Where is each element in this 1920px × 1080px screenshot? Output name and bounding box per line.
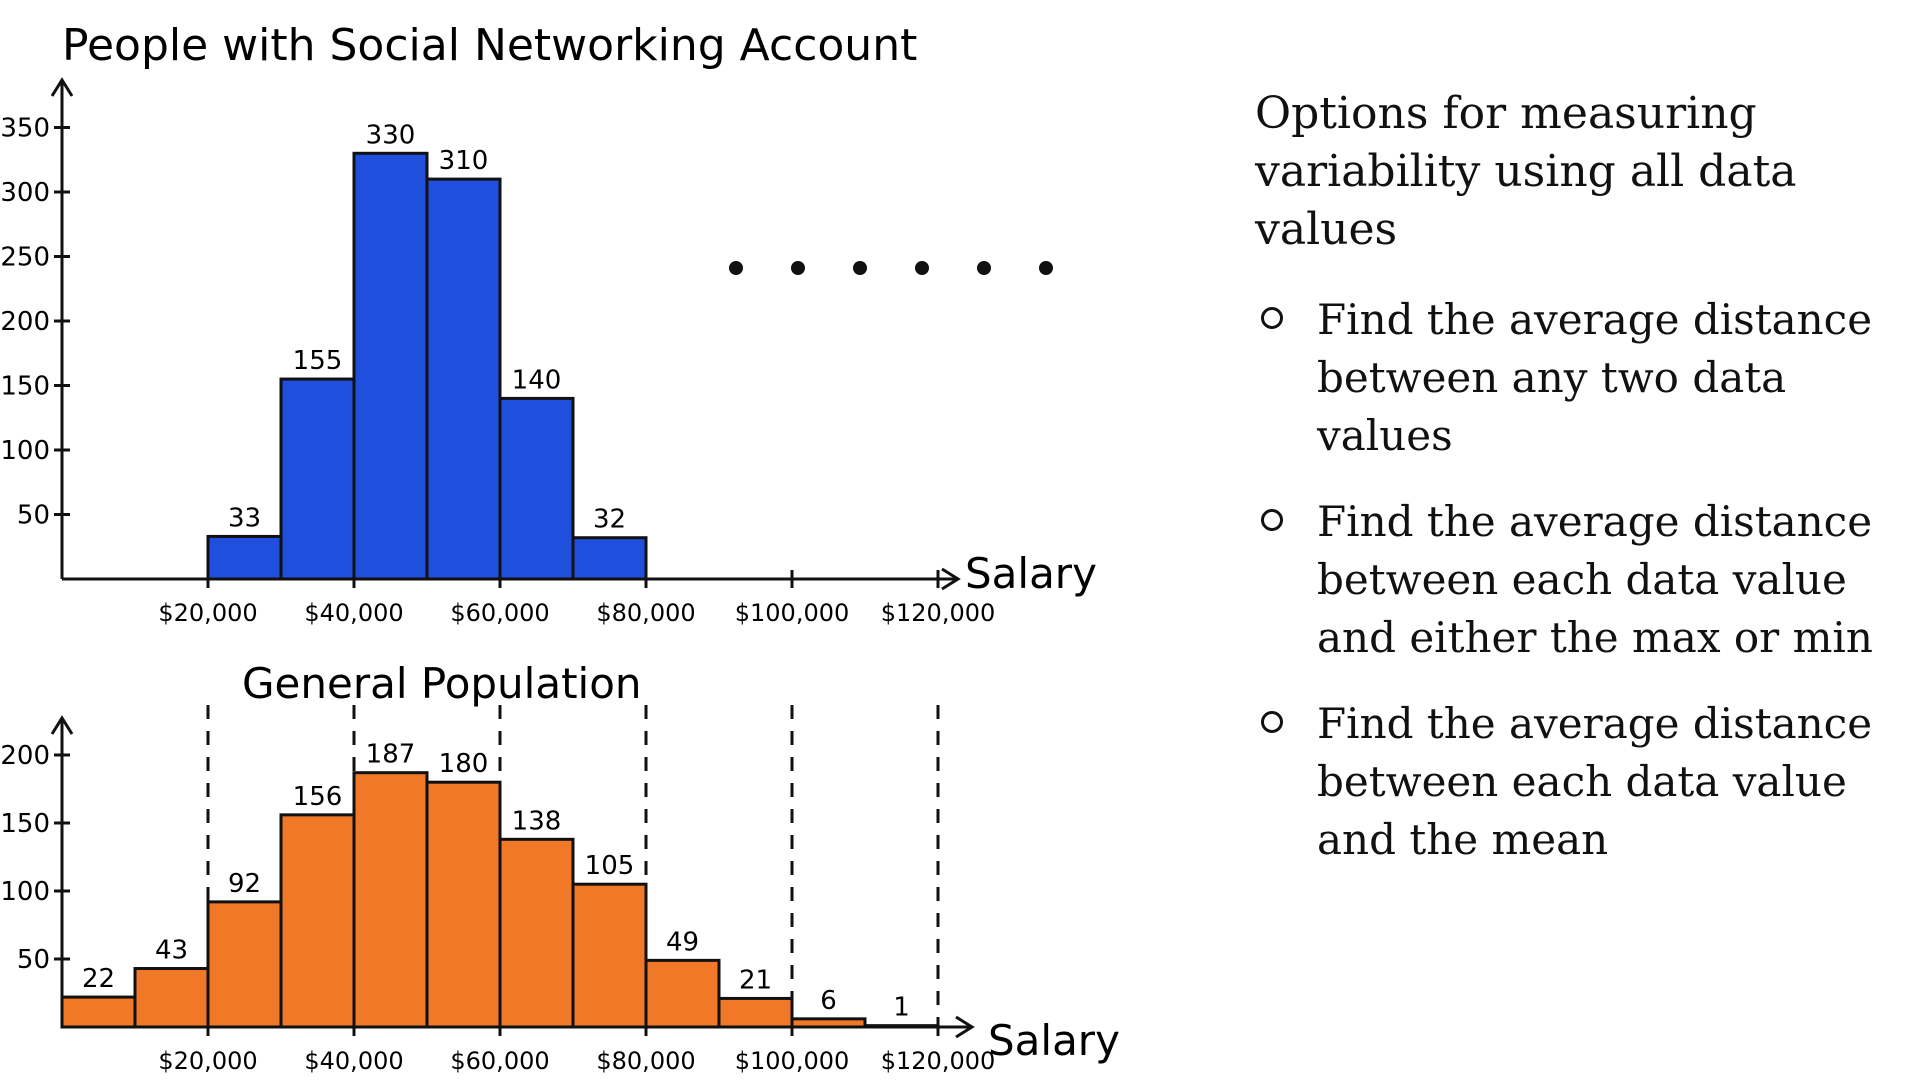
y-axis-arrow [50,77,74,97]
x-axis-label: Salary [965,549,1097,598]
y-tick-label: 50 [17,945,50,975]
histogram-bar [352,771,429,1029]
chart-social-networking: People with Social Networking Account Sa… [0,20,1097,627]
bar-value-label: 32 [593,505,626,535]
dot-marker [1039,261,1053,275]
bars: 22 43 92 156 187 180 138 105 49 21 6 1 [60,740,940,1029]
x-tick-label: $40,000 [304,1047,403,1075]
option-item: Find the average distance between each d… [1255,695,1895,869]
bar-value-label: 33 [228,503,261,533]
histogram-bar [644,958,721,1029]
option-item: Find the average distance between each d… [1255,493,1895,667]
bars: 33 155 330 310 140 32 [206,120,648,581]
option-text: Find the average distance between each d… [1317,497,1873,662]
y-tick-label: 100 [0,877,50,907]
notes-panel: Options for measuring variability using … [1255,85,1895,897]
chart-title: General Population [242,659,642,708]
bar-value-label: 43 [155,936,188,966]
y-axis-arrow [50,715,74,735]
histogram-bar [133,967,210,1029]
x-tick-label: $60,000 [450,1047,549,1075]
dot-marker [729,261,743,275]
y-ticks: 50 100 150 200 [0,741,70,975]
x-axis-arrow [955,1015,975,1039]
bullet-circle-icon [1261,509,1283,531]
y-tick-label: 150 [0,372,50,402]
bar-value-label: 21 [739,965,772,995]
x-tick-label: $40,000 [304,599,403,627]
y-tick-label: 50 [17,501,50,531]
bar-value-label: 138 [512,806,562,836]
dot-marker [853,261,867,275]
histogram-bar [206,900,283,1029]
option-item: Find the average distance between any tw… [1255,291,1895,465]
histogram-bar [498,837,575,1029]
bar-value-label: 22 [82,964,115,994]
histogram-bar [498,396,575,581]
x-axis-arrow [941,567,961,591]
bar-value-label: 180 [439,749,489,779]
histogram-bar [60,995,137,1029]
histogram-bar [717,996,794,1029]
option-text: Find the average distance between each d… [1317,699,1873,864]
y-tick-label: 250 [0,243,50,273]
x-ticks: $20,000 $40,000 $60,000 $80,000 $100,000 $120… [158,1018,995,1075]
bar-value-label: 156 [293,782,343,812]
x-tick-label: $120,000 [881,599,996,627]
dot-marker [977,261,991,275]
x-axis-label: Salary [988,1016,1120,1065]
histogram-bar [571,882,648,1029]
y-tick-label: 150 [0,809,50,839]
chart-title: People with Social Networking Account [62,20,917,71]
x-tick-label: $100,000 [735,599,850,627]
x-tick-label: $100,000 [735,1047,850,1075]
histogram-bar [352,151,429,581]
y-tick-label: 350 [0,114,50,144]
histogram-bar [279,377,356,581]
bullet-circle-icon [1261,307,1283,329]
y-tick-label: 200 [0,307,50,337]
bar-value-label: 140 [512,365,562,395]
chart-general-population: General Population Salary 50 100 150 200 22… [0,659,1120,1075]
bar-value-label: 155 [293,346,343,376]
x-tick-label: $60,000 [450,599,549,627]
x-tick-label: $20,000 [158,1047,257,1075]
x-tick-label: $120,000 [881,1047,996,1075]
bar-value-label: 1 [893,993,910,1023]
dot-marker [915,261,929,275]
histogram-bar [863,1024,940,1029]
dot-marker [791,261,805,275]
dots [729,261,1053,275]
x-tick-label: $80,000 [596,599,695,627]
histogram-bar [425,177,502,581]
y-tick-label: 200 [0,741,50,771]
histogram-bar [206,534,283,581]
y-tick-label: 100 [0,436,50,466]
bullet-circle-icon [1261,711,1283,733]
bar-value-label: 49 [666,927,699,957]
x-tick-label: $20,000 [158,599,257,627]
histogram-bar [425,780,502,1029]
y-ticks: 50 100 150 200 250 300 350 [0,114,70,531]
bar-value-label: 187 [366,740,416,770]
x-tick-label: $80,000 [596,1047,695,1075]
bar-value-label: 6 [820,986,837,1016]
bar-value-label: 105 [585,851,635,881]
x-ticks: $20,000 $40,000 $60,000 $80,000 $100,000 $120… [158,570,995,627]
bar-value-label: 310 [439,146,489,176]
y-tick-label: 300 [0,178,50,208]
bar-value-label: 330 [366,120,416,150]
bar-value-label: 92 [228,869,261,899]
histogram-bar [279,813,356,1029]
option-text: Find the average distance between any tw… [1317,295,1873,460]
notes-title: Options for measuring variability using … [1255,88,1797,255]
histogram-bar [571,536,648,581]
histogram-bar [790,1017,867,1029]
